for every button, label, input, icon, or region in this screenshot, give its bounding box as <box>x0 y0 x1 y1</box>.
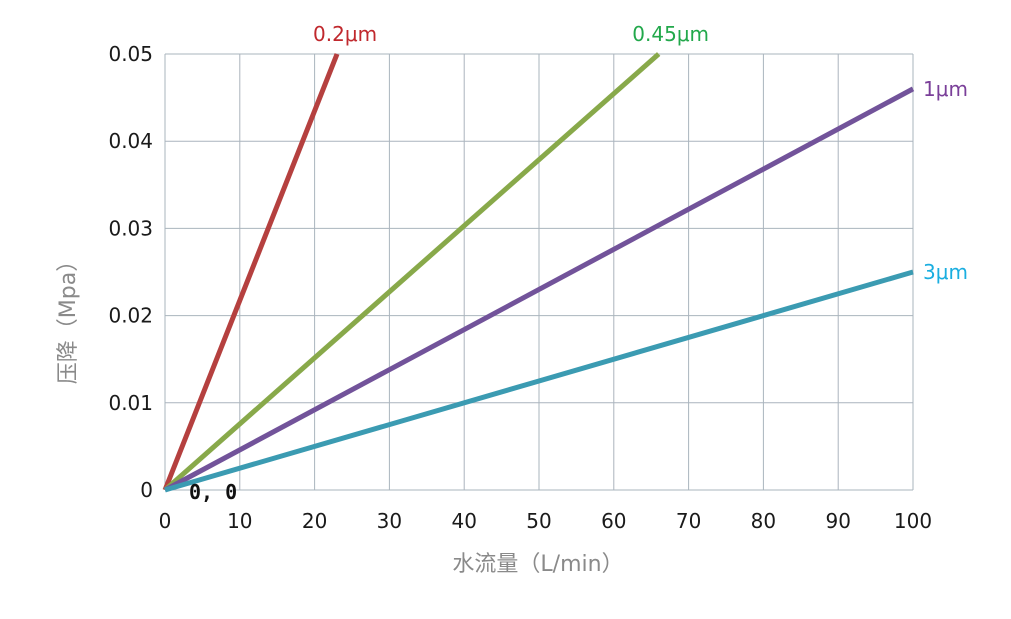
series-line-0 <box>162 53 340 491</box>
x-tick-label: 100 <box>894 509 932 533</box>
series-label-0: 0.2μm <box>313 22 377 46</box>
x-tick-label: 0 <box>159 509 172 533</box>
tick-labels: 0 10 20 30 40 50 60 70 80 90 100 0 0.01 0.02 0.03 0.04 0… <box>108 42 932 533</box>
x-tick-label: 40 <box>451 509 476 533</box>
series-label-1: 0.45μm <box>632 22 709 46</box>
x-tick-label: 80 <box>751 509 776 533</box>
x-tick-label: 60 <box>601 509 626 533</box>
series-line-3 <box>164 269 914 493</box>
y-tick-label: 0.04 <box>108 129 153 153</box>
x-tick-label: 20 <box>302 509 327 533</box>
series-labels: 0.2μm 0.45μm 1μm 3μm <box>313 22 968 284</box>
series-lines <box>162 52 915 493</box>
y-tick-label: 0.03 <box>108 216 153 240</box>
series-label-2: 1μm <box>923 77 968 101</box>
series-line-2 <box>163 86 915 493</box>
x-tick-label: 90 <box>825 509 850 533</box>
x-axis-title: 水流量（L/min） <box>452 552 623 577</box>
x-tick-label: 30 <box>377 509 402 533</box>
origin-annotation: 0, 0 <box>189 480 237 504</box>
y-tick-label: 0 <box>140 478 153 502</box>
y-axis-title: 压降（Mpa） <box>56 250 81 384</box>
x-tick-label: 70 <box>676 509 701 533</box>
series-line-1 <box>163 52 661 492</box>
y-tick-label: 0.05 <box>108 42 153 66</box>
y-tick-label: 0.01 <box>108 391 153 415</box>
x-tick-label: 50 <box>526 509 551 533</box>
grid-lines <box>164 53 914 491</box>
series-label-3: 3μm <box>923 260 968 284</box>
y-tick-label: 0.02 <box>108 304 153 328</box>
x-tick-label: 10 <box>227 509 252 533</box>
